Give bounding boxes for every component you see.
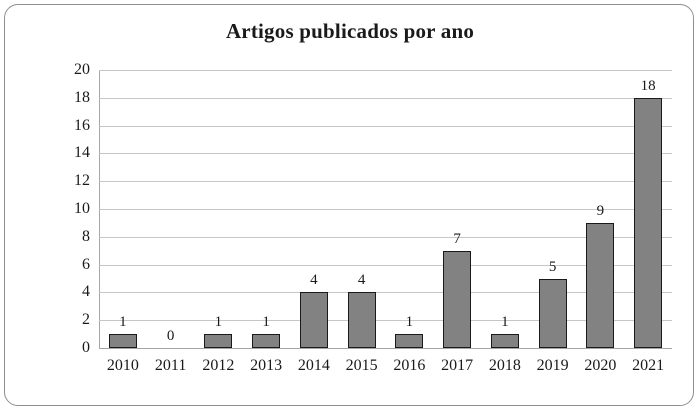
x-axis-line (99, 348, 672, 349)
y-tick-label-12: 12 (74, 172, 90, 190)
bar-value-label-2012: 1 (214, 314, 223, 331)
x-tick-label-2016: 2016 (393, 357, 426, 374)
bar-value-label-2017: 7 (453, 230, 461, 247)
x-tick-label-2021: 2021 (632, 357, 665, 374)
x-tick-label-2020: 2020 (584, 357, 617, 374)
bar-2018 (490, 334, 519, 348)
bar-value-label-2014: 4 (310, 272, 318, 289)
x-tick-label-2010: 2010 (106, 357, 139, 374)
gridline-4 (99, 292, 672, 294)
x-tick-label-2018: 2018 (488, 357, 521, 374)
bar-2016 (395, 334, 424, 348)
y-tick-label-2: 2 (82, 311, 90, 329)
bar-2021 (634, 97, 663, 348)
x-tick-label-2015: 2015 (345, 357, 378, 374)
gridline-12 (99, 181, 672, 183)
y-tick-label-4: 4 (82, 283, 90, 301)
bar-2017 (443, 250, 472, 348)
bar-2014 (299, 292, 328, 348)
bar-value-label-2018: 1 (501, 314, 509, 331)
y-tick-label-8: 8 (82, 227, 90, 245)
gridline-20 (99, 70, 672, 71)
gridline-14 (99, 153, 672, 155)
bar-value-label-2011: 0 (166, 328, 175, 344)
x-tick-label-2013: 2013 (250, 357, 283, 374)
y-tick-label-0: 0 (82, 339, 90, 356)
x-tick-label-2019: 2019 (536, 357, 569, 374)
gridline-10 (99, 209, 672, 210)
bar-2010 (108, 334, 137, 348)
gridline-6 (99, 264, 672, 266)
gridline-16 (99, 125, 672, 127)
y-tick-label-10: 10 (74, 200, 90, 217)
bar-value-label-2020: 9 (596, 202, 605, 219)
bar-value-label-2021: 18 (640, 77, 656, 94)
bar-2019 (538, 278, 567, 348)
bar-value-label-2016: 1 (405, 314, 414, 331)
chart-title: Artigos publicados por ano (225, 19, 475, 43)
x-tick-label-2014: 2014 (297, 357, 330, 374)
x-tick-label-2012: 2012 (202, 357, 235, 374)
y-tick-label-6: 6 (82, 255, 90, 273)
bar-2020 (586, 222, 615, 348)
bar-value-label-2013: 1 (262, 314, 270, 331)
y-tick-label-20: 20 (74, 61, 90, 78)
bar-2012 (204, 334, 233, 348)
bar-value-label-2019: 5 (548, 258, 557, 275)
bar-2015 (347, 292, 376, 348)
bar-2013 (252, 334, 281, 348)
gridline-18 (99, 97, 672, 99)
gridline-2 (99, 320, 672, 322)
y-tick-label-18: 18 (74, 88, 90, 106)
y-tick-label-16: 16 (74, 116, 90, 134)
x-tick-label-2017: 2017 (441, 357, 474, 374)
plot-area: 1 0 1 1 4 4 1 7 1 5 9 18 (99, 70, 672, 348)
bar-value-label-2010: 1 (119, 314, 127, 331)
bar-value-label-2015: 4 (357, 272, 366, 289)
gridline-8 (99, 236, 672, 238)
y-tick-label-14: 14 (74, 144, 90, 162)
x-tick-label-2011: 2011 (154, 357, 187, 374)
